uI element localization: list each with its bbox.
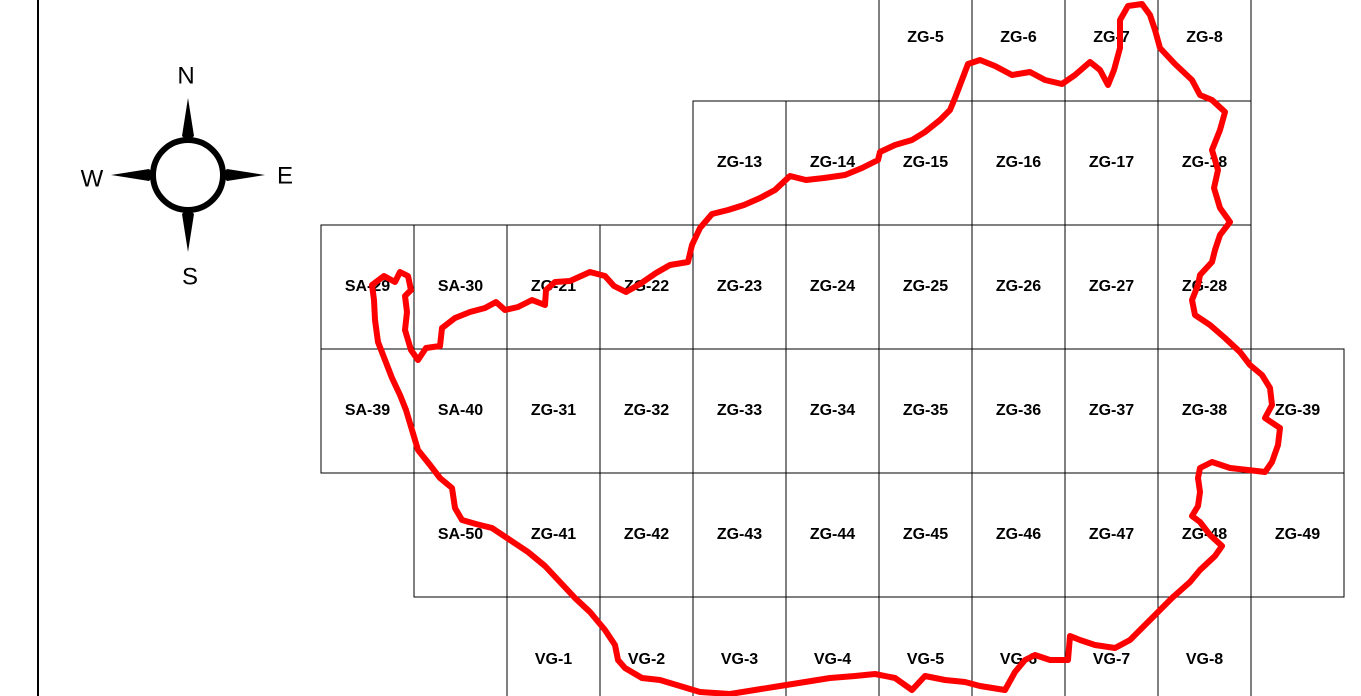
- sheet-label: ZG-34: [810, 402, 855, 419]
- sheet-label: VG-5: [907, 651, 944, 668]
- sheet-label: ZG-38: [1182, 402, 1227, 419]
- sheet-label: SA-50: [438, 526, 483, 543]
- sheet-label: ZG-23: [717, 278, 762, 295]
- compass-south-arrow: [182, 208, 194, 252]
- sheet-label: ZG-46: [996, 526, 1041, 543]
- sheet-label: ZG-44: [810, 526, 855, 543]
- sheet-label: ZG-37: [1089, 402, 1134, 419]
- sheet-label: VG-2: [628, 651, 665, 668]
- sheet-label: ZG-49: [1275, 526, 1320, 543]
- sheet-label: ZG-43: [717, 526, 762, 543]
- compass-ring: [150, 137, 226, 213]
- sheet-label: SA-40: [438, 402, 483, 419]
- sheet-label: ZG-5: [907, 29, 944, 46]
- sheet-label: ZG-16: [996, 154, 1041, 171]
- sheet-label: ZG-42: [624, 526, 669, 543]
- compass-east-label: E: [277, 162, 293, 189]
- sheet-cell: [1157, 596, 1252, 696]
- sheet-label: ZG-27: [1089, 278, 1134, 295]
- compass-south-label: S: [182, 263, 198, 290]
- sheet-label: ZG-17: [1089, 154, 1134, 171]
- sheet-label: ZG-6: [1000, 29, 1037, 46]
- compass-west-label: W: [81, 165, 104, 192]
- sheet-label: ZG-24: [810, 278, 855, 295]
- sheet-cell: [1250, 472, 1345, 598]
- compass-north-arrow: [182, 98, 194, 142]
- compass-east-arrow: [221, 169, 265, 181]
- sheet-label: VG-1: [535, 651, 572, 668]
- sheet-label: ZG-22: [624, 278, 669, 295]
- sheet-label: ZG-36: [996, 402, 1041, 419]
- sheet-label: ZG-14: [810, 154, 855, 171]
- sheet-label: ZG-39: [1275, 402, 1320, 419]
- sheet-label: ZG-26: [996, 278, 1041, 295]
- compass-north-label: N: [177, 62, 194, 89]
- sheet-label: ZG-15: [903, 154, 948, 171]
- compass-rose-icon: N S E W: [81, 62, 293, 290]
- sheet-label: ZG-8: [1186, 29, 1223, 46]
- sheet-label: ZG-25: [903, 278, 948, 295]
- sheet-label: ZG-28: [1182, 278, 1227, 295]
- sheet-label: VG-3: [721, 651, 758, 668]
- compass-west-arrow: [111, 169, 155, 181]
- sheet-label: VG-4: [814, 651, 851, 668]
- district-boundary-line: [369, 1, 1283, 696]
- sheet-label: ZG-7: [1093, 29, 1130, 46]
- sheet-label: SA-30: [438, 278, 483, 295]
- sheet-label: ZG-13: [717, 154, 762, 171]
- sheet-label: VG-8: [1186, 651, 1223, 668]
- sheet-label: ZG-41: [531, 526, 576, 543]
- sheet-label: ZG-33: [717, 402, 762, 419]
- sheet-label: VG-7: [1093, 651, 1130, 668]
- sheet-label: SA-39: [345, 402, 390, 419]
- sheet-label: ZG-31: [531, 402, 576, 419]
- sheet-label: SA-29: [345, 278, 390, 295]
- sheet-label: ZG-32: [624, 402, 669, 419]
- sheet-label: ZG-45: [903, 526, 948, 543]
- sheet-label: ZG-35: [903, 402, 948, 419]
- sheet-label: ZG-47: [1089, 526, 1134, 543]
